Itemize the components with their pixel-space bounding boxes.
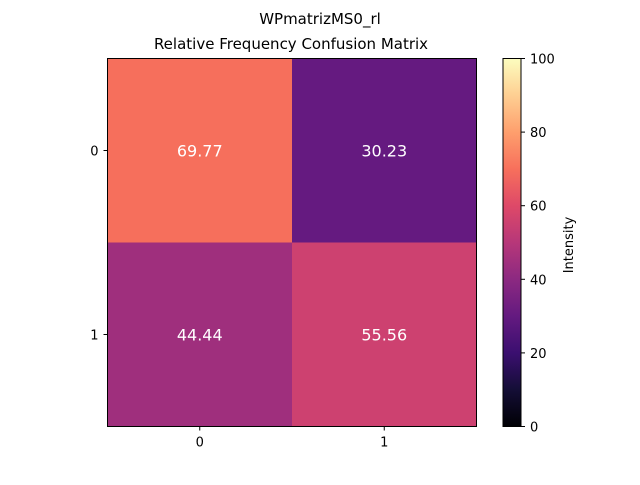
cell-value-label-r0-c1: 30.23 <box>361 142 407 161</box>
colorbar-label: Intensity <box>562 216 577 273</box>
y-tick-label-1: 1 <box>90 329 98 344</box>
cell-labels: 69.77 30.23 44.44 55.56 <box>177 142 407 345</box>
colorbar-gradient <box>503 58 521 427</box>
heatmap-cell-r1-c1 <box>292 242 477 427</box>
heatmap-cell-r1-c0 <box>107 242 292 427</box>
plot-frame <box>107 58 477 427</box>
heatmap-cell-r0-c1 <box>292 58 477 243</box>
cell-value-label-r0-c0: 69.77 <box>177 142 223 161</box>
heatmap-cell-r0-c0 <box>107 58 292 243</box>
cell-value-label-r1-c1: 55.56 <box>361 326 407 345</box>
chart-title: WPmatrizMS0_rl <box>259 10 381 29</box>
chart-subtitle: Relative Frequency Confusion Matrix <box>154 35 428 53</box>
colorbar-tick-label-3: 60 <box>530 200 547 215</box>
colorbar-tick-label-0: 0 <box>530 421 538 436</box>
y-tick-label-0: 0 <box>90 145 98 160</box>
colorbar-tick-label-5: 100 <box>530 53 555 68</box>
heatmap-cells <box>107 58 477 427</box>
colorbar-ticks: 0 20 40 60 80 100 <box>521 53 555 436</box>
cell-value-label-r1-c0: 44.44 <box>177 326 223 345</box>
y-axis: 01 <box>90 145 108 344</box>
colorbar-tick-label-1: 20 <box>530 347 547 362</box>
colorbar: 0 20 40 60 80 100 Intensity <box>502 53 577 436</box>
colorbar-tick-label-4: 80 <box>530 126 547 141</box>
x-tick-label-0: 0 <box>196 436 204 451</box>
colorbar-tick-label-2: 40 <box>530 273 547 288</box>
colorbar-frame <box>502 58 522 427</box>
x-tick-label-1: 1 <box>380 436 388 451</box>
